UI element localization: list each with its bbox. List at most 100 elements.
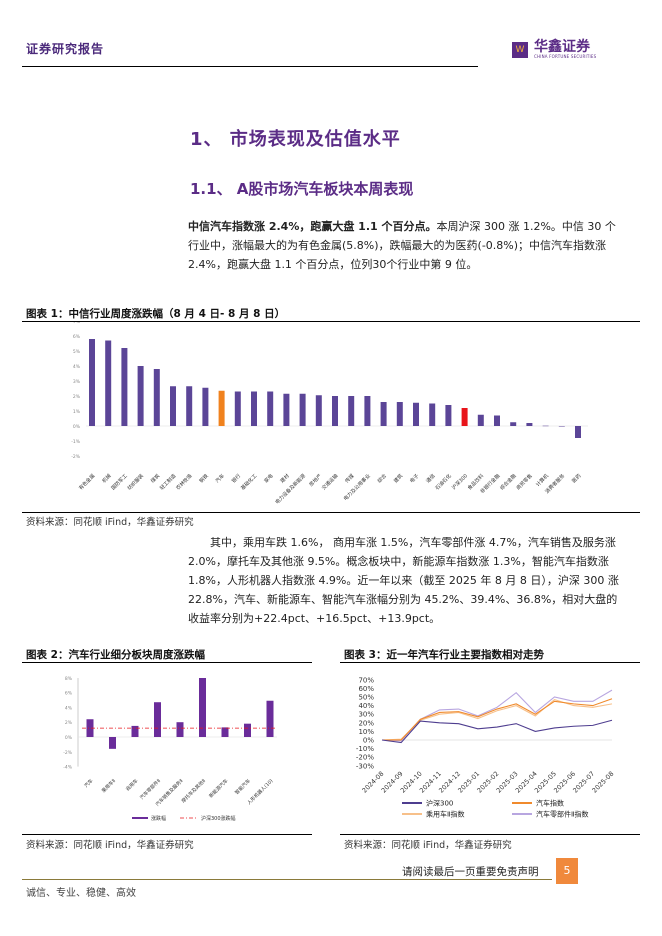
bar xyxy=(199,678,206,737)
figure-2-bottom-rule xyxy=(22,834,312,835)
x-tick-label: 沪深300 xyxy=(450,472,469,491)
x-tick-label: 传媒 xyxy=(344,472,356,484)
legend-label: 乘用车Ⅱ指数 xyxy=(426,810,464,819)
y-tick-label: -4% xyxy=(63,765,72,771)
y-tick-label: 50% xyxy=(358,694,374,702)
section-heading: 1、 市场表现及估值水平 xyxy=(190,129,401,150)
bar xyxy=(170,386,176,426)
paragraph-2: 其中，乘用车跌 1.6%， 商用车涨 1.5%，汽车零部件涨 4.7%，汽车销售… xyxy=(188,536,619,625)
y-tick-label: 6% xyxy=(73,334,81,340)
figure-1-rule xyxy=(22,321,640,322)
y-tick-label: 4% xyxy=(73,364,81,370)
series-line xyxy=(382,698,613,741)
y-tick-label: 0% xyxy=(363,737,374,745)
bar xyxy=(176,722,184,737)
bar xyxy=(154,702,161,737)
x-tick-label: 交通运输 xyxy=(320,472,339,491)
y-tick-label: 7% xyxy=(73,322,81,325)
logo-icon: W xyxy=(512,41,528,58)
bar xyxy=(121,348,128,426)
bar xyxy=(413,402,419,426)
bar xyxy=(244,723,251,737)
bar xyxy=(477,414,484,426)
y-tick-label: 2% xyxy=(65,720,73,726)
legend-label: 汽车零部件Ⅱ指数 xyxy=(536,810,588,819)
bar xyxy=(202,387,209,426)
paragraph-1-body: 本周沪深 300 涨 1.2%。中信 30 个行业中，涨幅最大的为有色金属(5.… xyxy=(188,220,616,271)
y-tick-label: 2% xyxy=(73,394,81,400)
page-number: 5 xyxy=(556,858,578,884)
bar xyxy=(315,395,322,426)
bar xyxy=(267,391,274,426)
figure-1-source: 资料来源：同花顺 iFind，华鑫证券研究 xyxy=(26,517,194,528)
chart-2: -4%-2%0%2%4%6%8%汽车 乘用车Ⅱ 商用车 汽车零部件Ⅱ汽车销售及服务Ⅱ摩… xyxy=(63,676,277,822)
figure-1-bottom-rule xyxy=(22,512,640,513)
bar xyxy=(526,423,533,426)
figure-3-bottom-rule xyxy=(340,834,640,835)
y-tick-label: -10% xyxy=(356,745,374,753)
legend-label: 沪深300涨跌幅 xyxy=(201,815,236,822)
bar xyxy=(510,422,517,426)
bar xyxy=(283,393,290,426)
figure-2-source: 资料来源：同花顺 iFind，华鑫证券研究 xyxy=(26,840,194,851)
paragraph-1: 中信汽车指数涨 2.4%，跑赢大盘 1.1 个百分点。本周沪深 300 涨 1.… xyxy=(188,217,624,274)
figure-2-title: 图表 2：汽车行业细分板块周度涨跌幅 xyxy=(26,649,205,661)
y-tick-label: 6% xyxy=(65,691,73,697)
x-tick-label: 医药 xyxy=(570,472,582,484)
footer-rule xyxy=(22,879,552,880)
x-tick-label: 智能汽车 xyxy=(233,777,252,796)
y-tick-label: 3% xyxy=(73,379,81,385)
y-tick-label: 5% xyxy=(73,349,81,355)
y-tick-label: 60% xyxy=(358,685,374,693)
legend-label: 沪深300 xyxy=(426,799,453,808)
x-tick-label: 汽车 xyxy=(83,777,95,789)
x-tick-label: 银行 xyxy=(230,472,242,484)
series-line xyxy=(381,698,613,741)
chart-3: -30%-20%-10%0%10%20%30%40%50%60%70%2024-… xyxy=(356,676,616,819)
header-rule xyxy=(22,66,478,67)
y-tick-label: 1% xyxy=(73,409,81,415)
bar xyxy=(461,408,468,426)
bar xyxy=(542,425,549,427)
y-tick-label: 0% xyxy=(73,424,81,430)
y-tick-label: 4% xyxy=(65,705,73,711)
bar xyxy=(558,426,565,427)
brand-logo: W 华鑫证券 CHINA FORTUNE SECURITIES xyxy=(512,40,596,59)
bar xyxy=(348,396,355,426)
x-tick-label: 汽车零部件Ⅱ xyxy=(138,777,162,801)
bar xyxy=(89,339,95,426)
y-tick-label: -30% xyxy=(356,762,374,770)
y-tick-label: 40% xyxy=(358,702,374,710)
bar xyxy=(234,391,241,426)
x-tick-label: 有色金属 xyxy=(77,472,96,491)
bar xyxy=(429,403,436,426)
y-tick-label: -2% xyxy=(71,454,80,460)
bar xyxy=(221,727,229,737)
subsection-heading: 1.1、 A股市场汽车板块本周表现 xyxy=(190,180,414,198)
x-tick-label: 商用车 xyxy=(124,777,139,792)
x-tick-label: 石油石化 xyxy=(434,472,453,491)
report-type: 证券研究报告 xyxy=(26,42,105,56)
x-tick-label: 电子 xyxy=(408,472,420,484)
x-tick-label: 汽车 xyxy=(214,472,226,484)
footer-motto: 诚信、专业、稳健、高效 xyxy=(26,888,136,899)
y-tick-label: 10% xyxy=(358,728,374,736)
x-tick-label: 机械 xyxy=(101,472,113,484)
x-tick-label: 乘用车Ⅱ xyxy=(100,777,117,794)
x-tick-label: 国防军工 xyxy=(110,472,129,491)
logo-text: 华鑫证券 xyxy=(534,39,590,55)
series-line xyxy=(381,689,613,742)
bar xyxy=(137,366,144,426)
bar xyxy=(364,396,371,426)
disclaimer-note: 请阅读最后一页重要免责声明 xyxy=(402,866,539,878)
x-tick-label: 建材 xyxy=(279,472,291,484)
bar xyxy=(186,386,193,426)
y-tick-label: -1% xyxy=(71,439,80,445)
bar xyxy=(153,369,160,426)
y-tick-label: 0% xyxy=(65,735,73,741)
y-tick-label: 70% xyxy=(358,676,374,684)
figure-2-rule xyxy=(22,662,312,663)
y-tick-label: 8% xyxy=(65,676,73,682)
bar xyxy=(445,405,452,426)
